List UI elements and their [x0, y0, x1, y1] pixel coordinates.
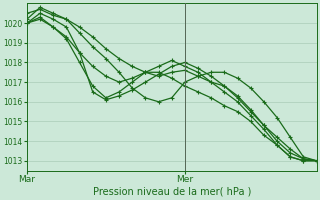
X-axis label: Pression niveau de la mer( hPa ): Pression niveau de la mer( hPa ) [92, 187, 251, 197]
